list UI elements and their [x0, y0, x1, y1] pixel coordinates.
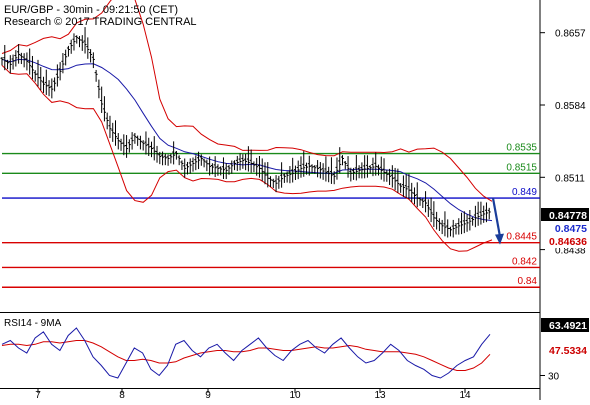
price-panel-bg — [0, 0, 540, 312]
forecast-arrow — [491, 197, 502, 237]
y-tick-label: 0.8438 — [555, 246, 586, 257]
bollinger-upper-line — [1, 0, 493, 202]
badge-ask-bg — [541, 221, 589, 235]
moving-average-line — [1, 58, 493, 222]
level-label: 0.8445 — [506, 232, 537, 243]
header-line-1: EUR/GBP - 30min - 09:21:50 (CET) — [4, 4, 178, 16]
level-label: 0.842 — [512, 256, 537, 267]
bollinger-lower-line — [1, 65, 493, 252]
x-tick-label: 14 — [459, 390, 471, 400]
level-label: 0.849 — [512, 187, 537, 198]
forecast-arrow-head — [495, 233, 504, 245]
x-tick-label: 10 — [289, 390, 301, 400]
x-tick-label: 9 — [205, 390, 211, 400]
badge-bid-bg — [541, 234, 589, 248]
x-tick-label: 8 — [119, 390, 125, 400]
badge-current-price-bg — [541, 208, 589, 222]
y-tick-label: 0.8511 — [555, 173, 585, 184]
level-label: 0.84 — [518, 276, 538, 287]
rsi-title: RSI14 - 9MA — [4, 318, 62, 329]
badge-rsi-ma-bg — [541, 343, 589, 357]
badge-ask: 0.8475 — [555, 223, 587, 235]
y-tick-label: 0.8584 — [555, 101, 586, 112]
level-label: 0.8515 — [506, 162, 537, 173]
header-line-2: Research © 2017 TRADING CENTRAL — [4, 16, 197, 28]
rsi-line — [1, 327, 491, 379]
x-tick-label: 13 — [374, 390, 386, 400]
level-label: 0.8535 — [506, 143, 537, 154]
badge-bid: 0.84636 — [549, 236, 587, 248]
badge-rsi: 63.4921 — [549, 320, 587, 332]
badge-rsi-ma: 47.5334 — [549, 345, 587, 357]
badge-current-price: 0.84778 — [549, 210, 587, 222]
rsi-tick-label: 30 — [548, 372, 560, 383]
badge-rsi-bg — [541, 318, 589, 332]
y-tick-label: 0.8657 — [555, 29, 586, 40]
rsi-ma-line — [1, 340, 491, 371]
x-tick-label: 7 — [35, 390, 41, 400]
